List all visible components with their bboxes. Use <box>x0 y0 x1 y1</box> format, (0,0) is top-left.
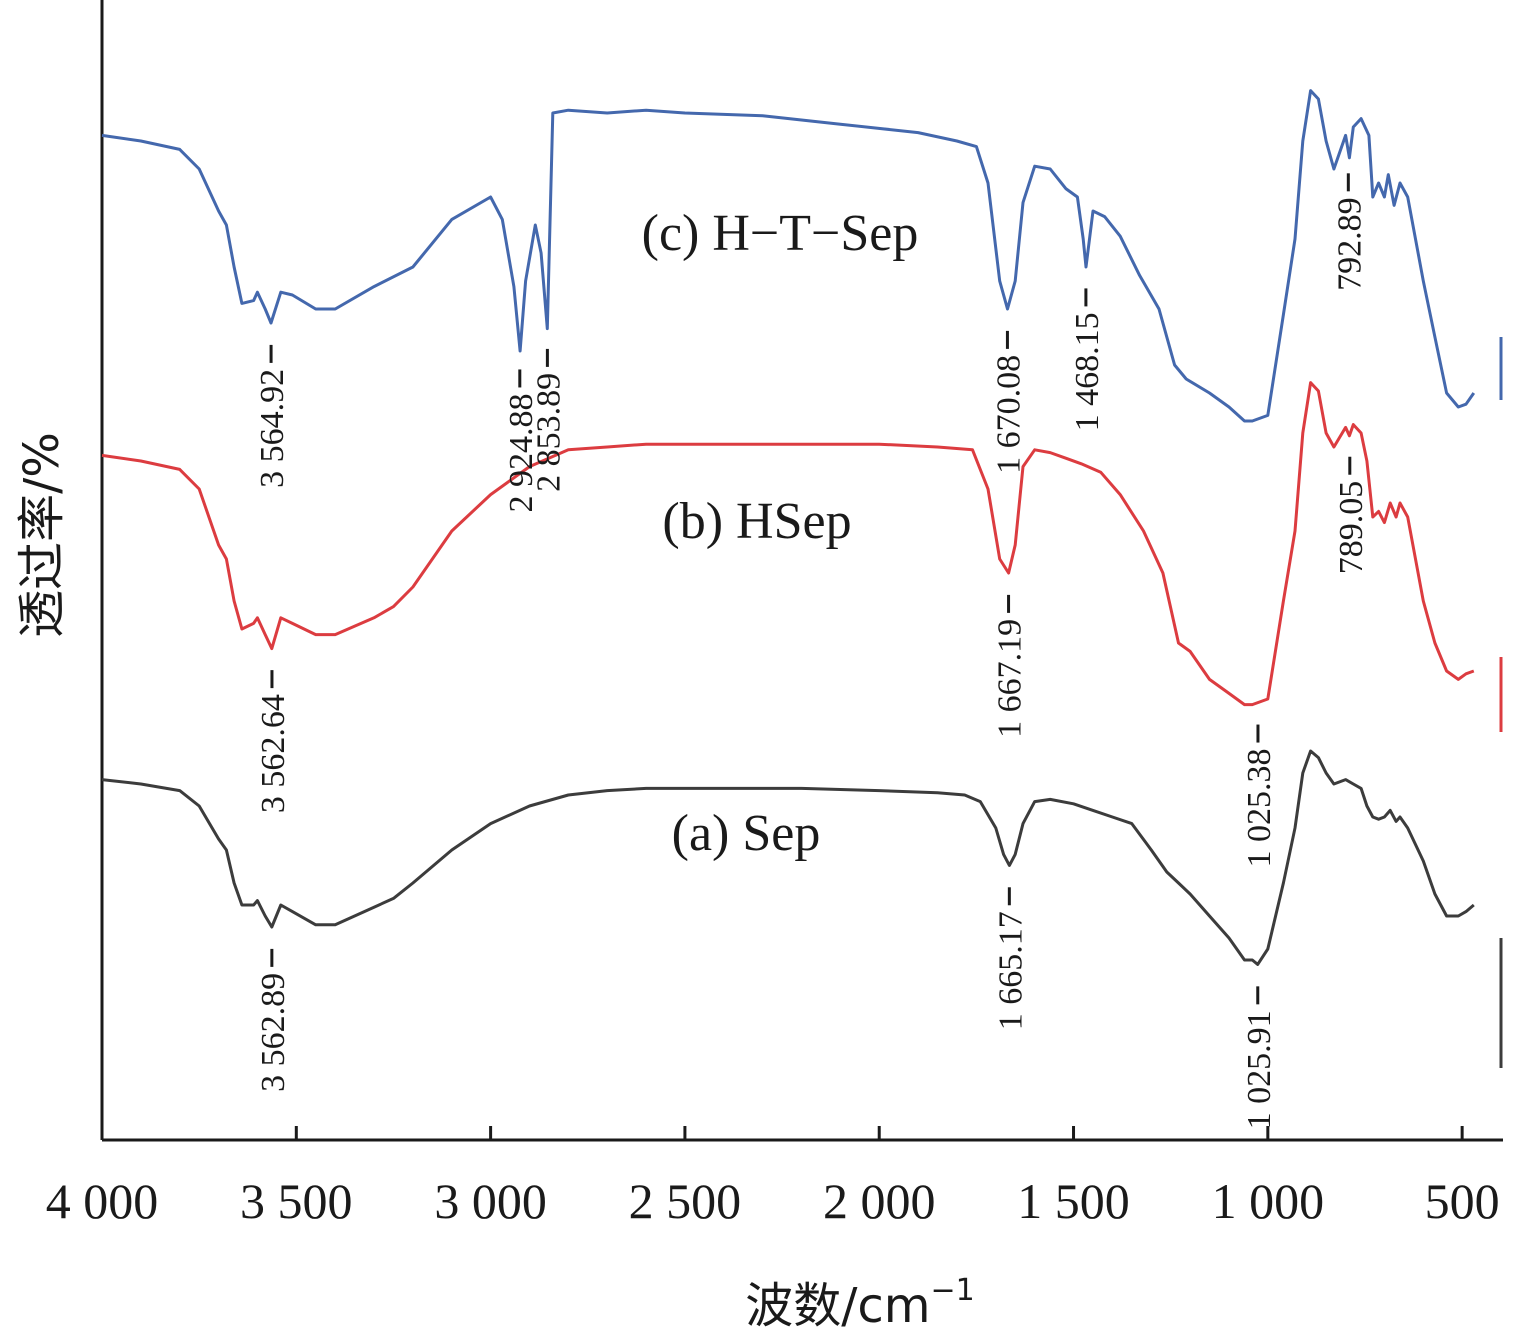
peak-labels: 3 564.92 2 924.882 853.89 1 670.08 1 468.15… <box>254 173 1370 1129</box>
peak-label: 3 562.64 <box>255 694 292 813</box>
peak-label: 789.05 <box>1333 481 1370 574</box>
peak-label: 2 853.89 <box>530 373 567 492</box>
peak-label: 3 562.89 <box>255 973 292 1092</box>
x-axis-title: 波数/cm−1 <box>745 1273 975 1334</box>
peak-label: 1 667.19 <box>992 619 1029 738</box>
peak-label: 1 665.17 <box>992 911 1029 1030</box>
peak-label: 1 025.38 <box>1241 749 1278 868</box>
series-line <box>101 381 1475 707</box>
peak-label: 1 025.91 <box>1241 1010 1278 1129</box>
x-tick-label: 500 <box>1425 1173 1500 1229</box>
x-tick-label: 1 000 <box>1212 1173 1325 1229</box>
x-tick-label: 3 500 <box>240 1173 353 1229</box>
x-tick-label: 4 000 <box>46 1173 159 1229</box>
x-tick-label: 2 500 <box>629 1173 742 1229</box>
peak-label: 2 924.88 <box>503 393 540 512</box>
series-label: (c) H−T−Sep <box>642 205 919 262</box>
series-labels: (c) H−T−Sep (b) HSep (a) Sep <box>642 205 919 862</box>
peak-label: 1 670.08 <box>990 355 1027 474</box>
series-line <box>101 89 1476 423</box>
x-tick-label: 3 000 <box>434 1173 547 1229</box>
peak-label: 1 468.15 <box>1069 312 1106 431</box>
axes: 4 000 3 500 3 000 2 500 2 000 1 500 1 000 500 <box>46 0 1503 1229</box>
peak-label: 3 564.92 <box>254 369 291 488</box>
series-layer <box>101 89 1503 1068</box>
series-label: (a) Sep <box>672 805 821 862</box>
series-line <box>101 749 1475 966</box>
x-axis-title-superscript: −1 <box>931 1273 975 1308</box>
x-tick-label: 2 000 <box>823 1173 936 1229</box>
y-axis-title: 透过率/% <box>14 432 70 638</box>
x-tick-label: 1 500 <box>1017 1173 1130 1229</box>
peak-label: 792.89 <box>1331 197 1368 291</box>
series-label: (b) HSep <box>662 493 851 550</box>
